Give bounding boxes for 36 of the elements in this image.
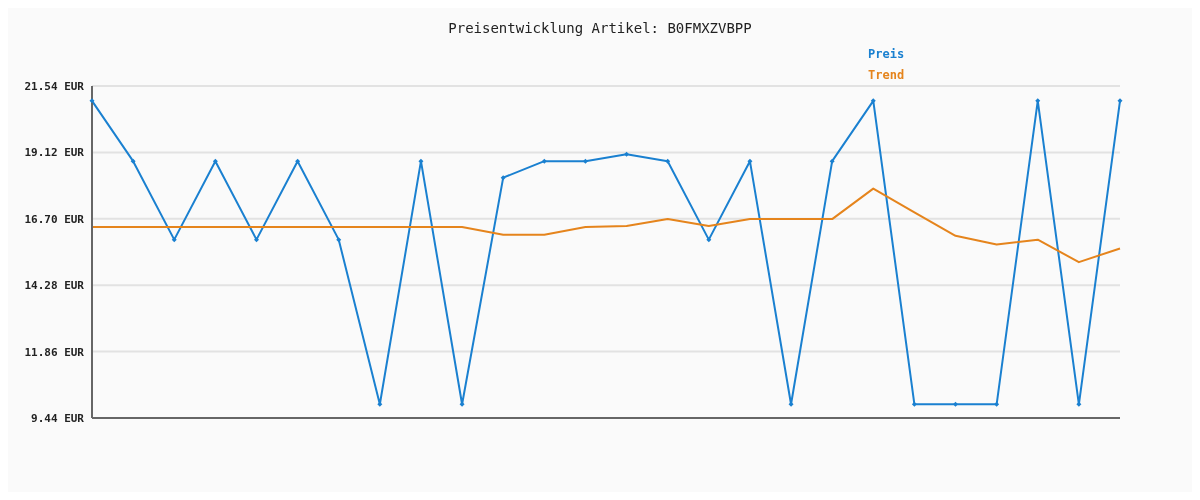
y-tick-label: 14.28 EUR	[24, 279, 85, 293]
point	[171, 237, 177, 243]
point	[911, 401, 917, 407]
point	[829, 158, 835, 164]
text: Trend	[868, 67, 906, 84]
y-tick-label: 21.54 EUR	[24, 79, 85, 93]
point	[994, 401, 1000, 407]
point	[624, 151, 630, 157]
text: Preis	[868, 46, 906, 63]
point	[295, 158, 301, 164]
point	[89, 98, 95, 104]
point	[336, 237, 342, 243]
point	[582, 158, 588, 164]
point	[459, 401, 465, 407]
point	[870, 98, 876, 104]
y-tick-label: 11.86 EUR	[24, 345, 85, 359]
chart-title: Preisentwicklung Artikel: B0FMXZVBPP	[447, 19, 753, 38]
point	[1076, 401, 1082, 407]
line-series	[91, 187, 1121, 264]
y-tick-label: 9.44 EUR	[31, 411, 85, 425]
point	[1035, 98, 1041, 104]
point	[665, 158, 671, 164]
point	[500, 175, 506, 181]
point	[953, 401, 959, 407]
point	[541, 158, 547, 164]
y-tick-label: 19.12 EUR	[24, 146, 85, 160]
point	[253, 237, 259, 243]
point	[706, 237, 712, 243]
y-tick-label: 16.70 EUR	[24, 212, 85, 226]
point	[377, 401, 383, 407]
point	[212, 158, 218, 164]
point	[747, 158, 753, 164]
point	[1117, 98, 1123, 104]
point	[418, 158, 424, 164]
point	[788, 401, 794, 407]
point	[130, 158, 136, 164]
